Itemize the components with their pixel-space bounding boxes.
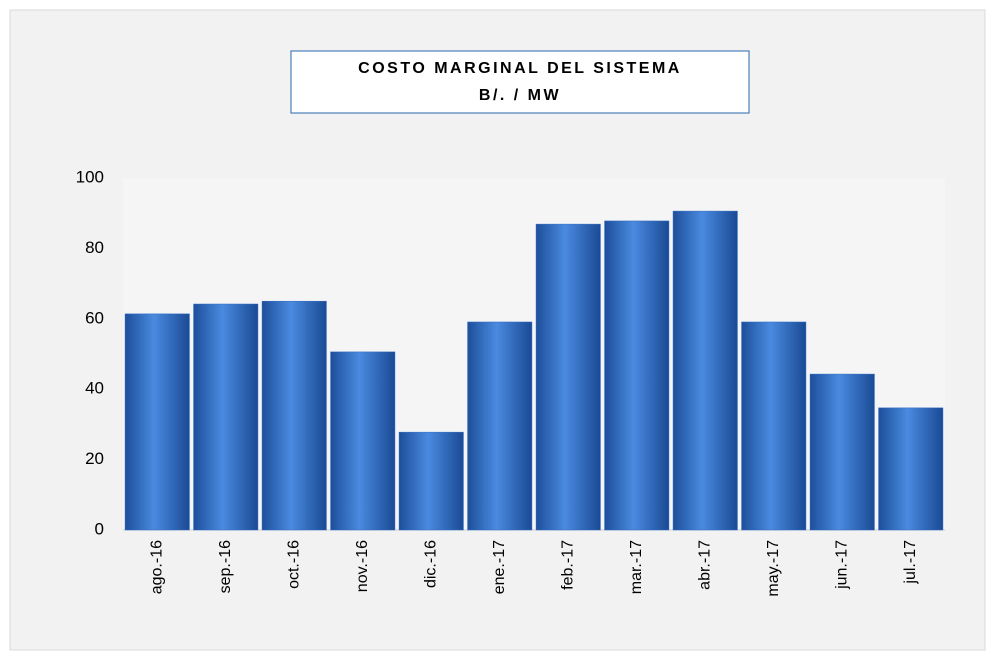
bar: [672, 210, 738, 531]
x-tick-label: ago.-16: [148, 540, 165, 594]
bar: [809, 373, 875, 531]
chart-title: COSTO MARGINAL DEL SISTEMA: [358, 60, 682, 77]
x-tick-label: mar.-17: [628, 540, 645, 594]
bar: [741, 321, 807, 531]
bar: [878, 407, 944, 531]
x-tick-label: feb.-17: [559, 540, 576, 590]
x-tick-label: jun.-17: [833, 540, 850, 590]
bar: [535, 223, 601, 531]
y-tick-label: 80: [85, 238, 104, 257]
x-tick-label: ene.-17: [491, 540, 508, 594]
x-tick-label: jul.-17: [902, 540, 919, 585]
y-tick-label: 40: [85, 379, 104, 398]
bar: [261, 300, 327, 531]
bar: [604, 220, 670, 531]
chart-subtitle: B/. / MW: [479, 87, 561, 104]
title-box: [290, 50, 750, 114]
y-tick-label: 60: [85, 308, 104, 327]
y-tick-label: 0: [95, 519, 104, 538]
x-tick-label: oct.-16: [285, 540, 302, 589]
y-tick-label: 100: [76, 167, 104, 186]
x-tick-label: sep.-16: [217, 540, 234, 593]
bar: [398, 431, 464, 531]
bar: [193, 303, 259, 531]
bar: [124, 313, 190, 531]
x-tick-label: dic.-16: [422, 540, 439, 588]
x-tick-label: nov.-16: [354, 540, 371, 592]
bar: [467, 321, 533, 531]
y-tick-label: 20: [85, 449, 104, 468]
plot-area: [123, 178, 945, 530]
x-tick-label: abr.-17: [696, 540, 713, 590]
bar: [330, 351, 396, 531]
x-tick-label: may.-17: [765, 540, 782, 597]
